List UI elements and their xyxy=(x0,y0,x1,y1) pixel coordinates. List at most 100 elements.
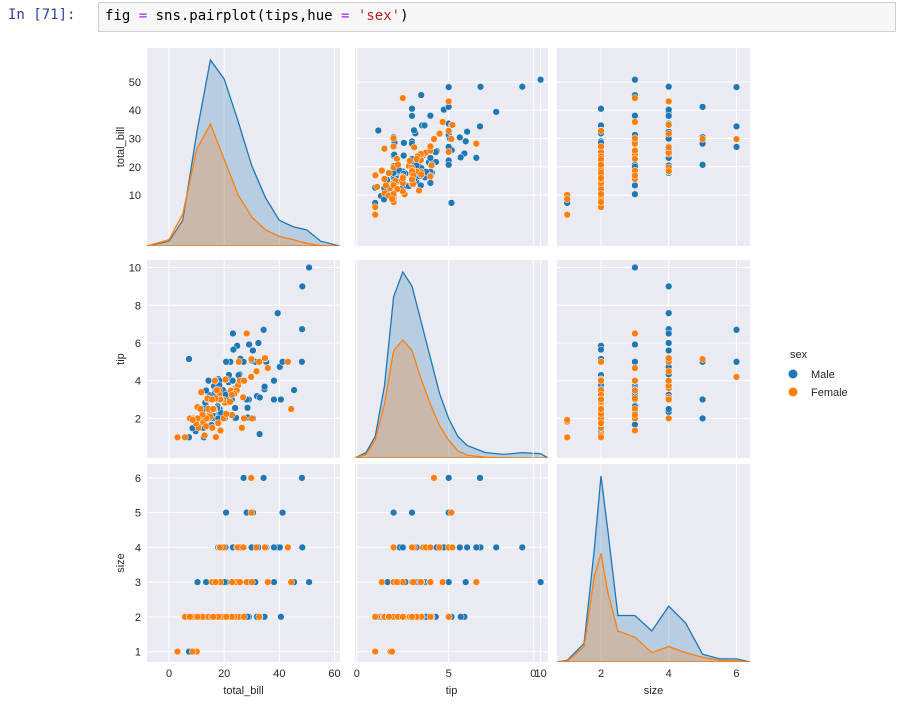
scatter-point-female xyxy=(597,433,605,441)
scatter-point-female xyxy=(631,146,639,155)
scatter-point-female xyxy=(445,148,453,156)
scatter-point-female xyxy=(212,578,220,586)
code-token: 'sex' xyxy=(357,8,401,24)
scatter-point-female xyxy=(732,373,741,381)
x-tick-label: 4 xyxy=(666,668,672,680)
kde-female xyxy=(355,338,548,458)
scatter-point-female xyxy=(563,211,571,219)
y-tick-label: 20 xyxy=(129,162,141,174)
scatter-point-female xyxy=(406,157,414,165)
scatter-point-female xyxy=(447,135,455,143)
panel-marks xyxy=(557,475,750,662)
scatter-point-female xyxy=(213,386,221,394)
kde-male xyxy=(355,270,548,458)
scatter-point-female xyxy=(631,134,639,142)
scatter-point-male xyxy=(665,329,673,338)
scatter-point-female xyxy=(408,543,416,552)
scatter-point-female xyxy=(597,358,605,366)
scatter-point-female xyxy=(631,118,639,126)
scatter-point-male xyxy=(298,474,306,482)
scatter-point-female xyxy=(732,135,741,143)
y-tick-label: 40 xyxy=(129,105,141,117)
scatter-point-male xyxy=(245,340,253,349)
y-axis-label-total_bill: total_bill xyxy=(115,127,127,167)
scatter-point-female xyxy=(631,171,639,180)
scatter-point-female xyxy=(261,543,269,552)
y-tick-label: 1 xyxy=(135,647,141,659)
scatter-point-female xyxy=(597,405,605,413)
scatter-point-male xyxy=(445,474,453,482)
y-tick-label: 5 xyxy=(135,508,141,520)
scatter-point-male xyxy=(260,383,269,391)
scatter-point-male xyxy=(400,139,408,147)
y-tick-label: 3 xyxy=(135,577,141,589)
x-tick-label: 0 xyxy=(354,668,360,680)
y-tick-label: 6 xyxy=(135,338,141,350)
scatter-point-female xyxy=(189,416,197,424)
scatter-point-female xyxy=(393,155,401,163)
scatter-point-female xyxy=(665,354,673,362)
scatter-point-female xyxy=(216,543,224,552)
panel-size-vs-size: 0 2 4 6 xyxy=(530,464,750,680)
scatter-point-female xyxy=(373,183,381,191)
x-axis-label-tip: tip xyxy=(446,685,458,697)
panel-tip-vs-total_bill: 2 4 6 8 10 xyxy=(129,260,340,458)
scatter-point-male xyxy=(305,263,313,272)
scatter-point-male xyxy=(270,395,278,404)
y-tick-label: 30 xyxy=(129,134,141,146)
scatter-point-female xyxy=(426,172,435,181)
scatter-point-male xyxy=(278,508,287,517)
scatter-point-male xyxy=(256,393,264,402)
scatter-point-male xyxy=(408,508,416,517)
panel-marks xyxy=(147,58,340,246)
scatter-point-male xyxy=(456,133,464,142)
y-tick-label: 10 xyxy=(129,263,141,275)
scatter-point-male xyxy=(410,126,418,134)
scatter-point-female xyxy=(665,97,673,106)
scatter-point-female xyxy=(665,377,673,385)
scatter-point-female xyxy=(430,474,438,482)
scatter-point-female xyxy=(631,94,639,102)
code-input-cell[interactable]: fig = sns.pairplot(tips,hue = 'sex') xyxy=(98,2,896,32)
y-tick-label: 2 xyxy=(135,413,141,425)
scatter-point-female xyxy=(665,143,673,151)
scatter-point-male xyxy=(631,76,639,84)
scatter-point-female xyxy=(631,377,639,385)
scatter-point-female xyxy=(389,142,398,151)
scatter-point-female xyxy=(445,127,453,135)
legend-marker-female xyxy=(788,387,798,397)
code-token xyxy=(349,8,357,24)
code-token: sns.pairplot(tips,hue xyxy=(147,8,342,24)
scatter-point-female xyxy=(248,414,256,423)
scatter-point-male xyxy=(476,474,484,482)
code-text[interactable]: fig = sns.pairplot(tips,hue = 'sex') xyxy=(105,8,409,24)
scatter-point-female xyxy=(378,578,386,586)
scatter-point-female xyxy=(193,613,202,621)
scatter-point-male xyxy=(445,161,453,169)
scatter-point-female xyxy=(247,474,255,482)
scatter-point-male xyxy=(665,405,673,413)
scatter-point-male xyxy=(400,151,408,160)
scatter-point-male xyxy=(417,91,425,99)
panel-total_bill-vs-size xyxy=(532,48,750,246)
scatter-point-male xyxy=(631,340,639,349)
scatter-point-male xyxy=(732,326,741,334)
x-tick-label: 60 xyxy=(328,668,340,680)
scatter-point-male xyxy=(665,309,673,317)
scatter-point-female xyxy=(284,543,292,552)
panel-background xyxy=(557,260,750,458)
scatter-point-female xyxy=(427,161,436,170)
scatter-point-female xyxy=(439,118,447,126)
legend-entry-male: Male xyxy=(811,369,835,381)
scatter-point-female xyxy=(631,426,639,435)
scatter-point-female xyxy=(228,578,236,586)
scatter-point-female xyxy=(284,358,292,366)
code-token: ) xyxy=(400,8,409,24)
scatter-point-female xyxy=(665,167,673,175)
scatter-point-female xyxy=(597,161,605,169)
scatter-point-male xyxy=(277,395,285,404)
scatter-point-female xyxy=(435,130,444,138)
panel-background xyxy=(147,48,340,246)
